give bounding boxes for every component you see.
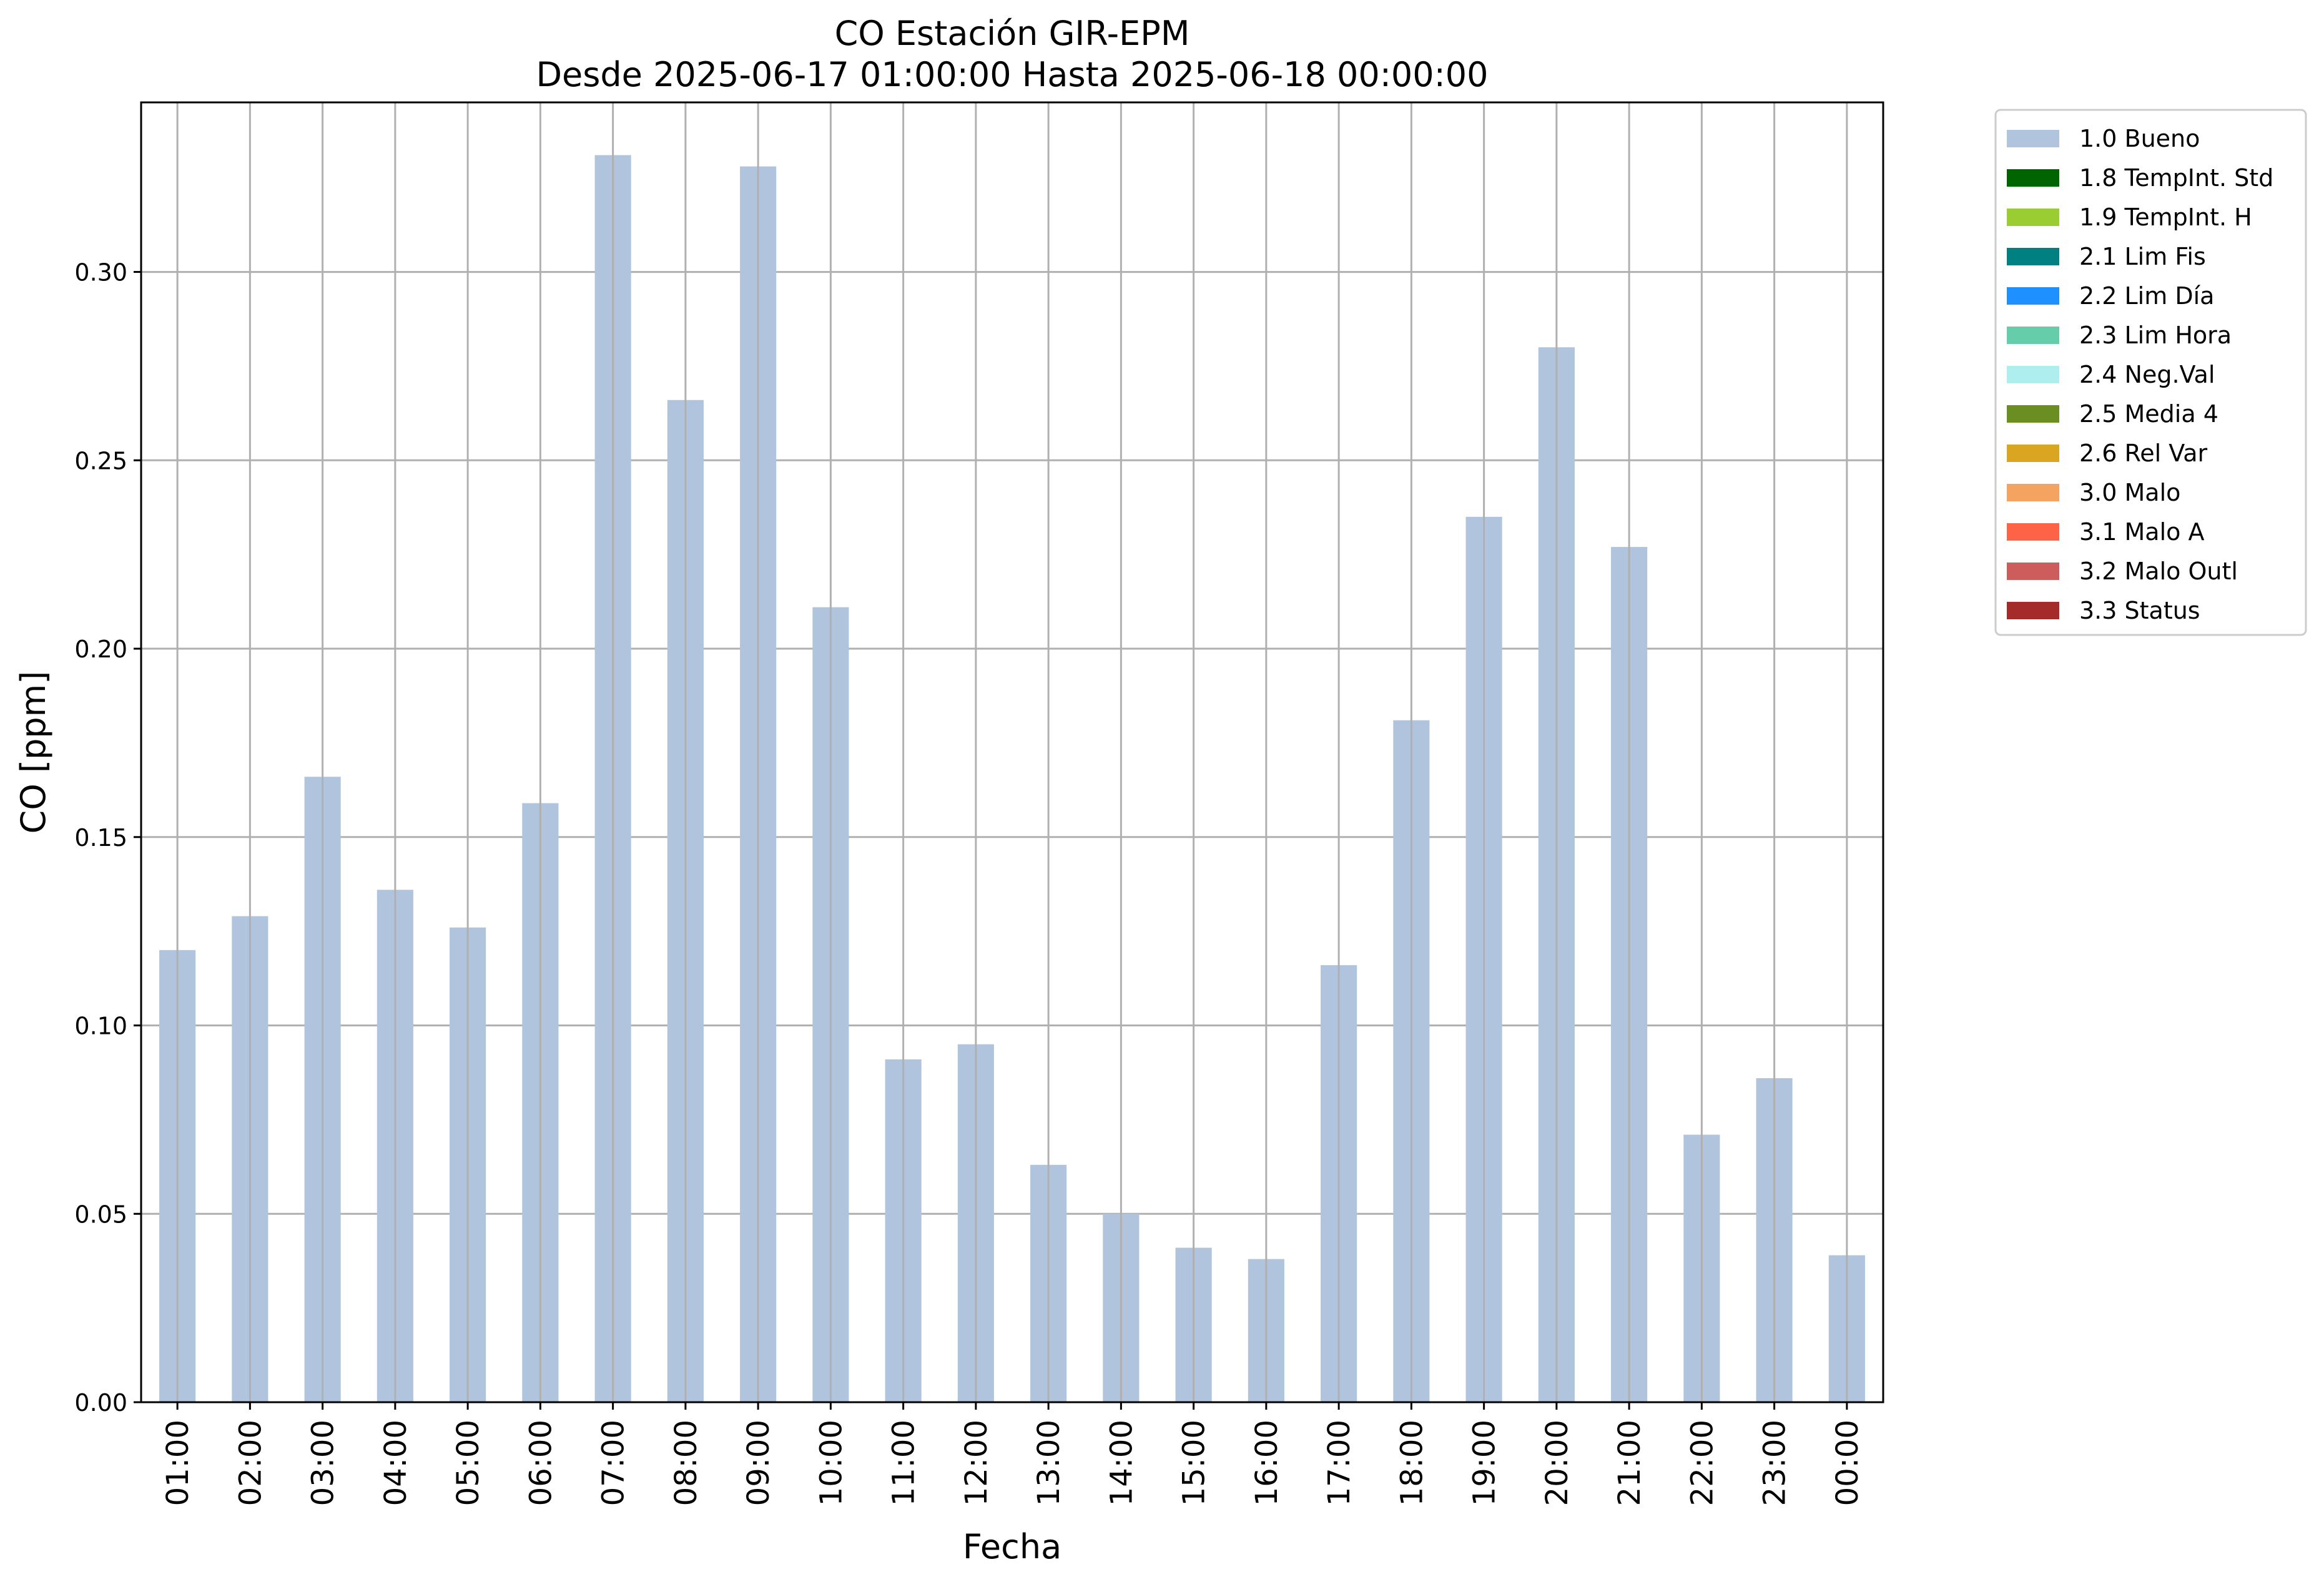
y-ticks: 0.00 0.05 0.10 0.15 0.20 0.25 0.30 [74,259,141,1417]
x-tick-label: 18:00 [1394,1420,1429,1506]
x-tick-label: 05:00 [451,1420,486,1506]
x-ticks: 01:00 02:00 03:00 04:00 05:00 06:00 07:00 08:00… [160,1402,1865,1506]
x-tick-label: 16:00 [1249,1420,1284,1506]
legend-swatch [2007,523,2059,541]
y-tick-label: 0.00 [74,1389,127,1417]
x-tick-label: 06:00 [523,1420,558,1506]
grid [141,271,1883,1403]
y-tick-label: 0.15 [74,824,127,852]
x-tick-label: 22:00 [1685,1420,1720,1506]
x-tick-label: 02:00 [233,1420,268,1506]
legend-swatch [2007,602,2059,619]
legend-frame [1994,109,2307,636]
x-tick-label: 01:00 [160,1420,195,1506]
legend-label: 3.2 Malo Outl [2079,558,2238,585]
x-tick-label: 14:00 [1104,1420,1139,1506]
x-tick-label: 09:00 [741,1420,776,1506]
legend-label: 1.9 TempInt. H [2079,204,2252,231]
x-tick-label: 13:00 [1032,1420,1066,1506]
legend-label: 2.3 Lim Hora [2079,322,2232,349]
legend-label: 2.1 Lim Fis [2079,243,2206,270]
x-tick-label: 00:00 [1830,1420,1865,1506]
legend-swatch [2007,209,2059,226]
legend-label: 1.0 Bueno [2079,125,2200,152]
x-tick-label: 03:00 [306,1420,341,1506]
y-tick-label: 0.30 [74,259,127,287]
legend-label: 3.1 Malo A [2079,518,2204,546]
legend-swatch [2007,563,2059,580]
y-axis-label: CO [ppm] [14,671,53,834]
y-tick-label: 0.20 [74,636,127,663]
legend-label: 2.5 Media 4 [2079,400,2218,428]
legend-swatch [2007,169,2059,187]
x-tick-label: 20:00 [1540,1420,1575,1506]
y-tick-label: 0.10 [74,1013,127,1040]
legend-label: 3.0 Malo [2079,479,2180,506]
chart-subtitle: Desde 2025-06-17 01:00:00 Hasta 2025-06-… [536,55,1488,94]
legend-swatch [2007,366,2059,383]
legend-label: 2.4 Neg.Val [2079,361,2215,388]
grid-vertical [176,102,1848,1402]
x-tick-label: 19:00 [1467,1420,1502,1506]
x-tick-label: 08:00 [669,1420,704,1506]
chart-title: CO Estación GIR-EPM [835,14,1190,53]
x-tick-label: 10:00 [814,1420,849,1506]
x-tick-label: 12:00 [959,1420,994,1506]
x-tick-label: 23:00 [1758,1420,1793,1506]
legend-swatch [2007,248,2059,265]
legend-swatch [2007,327,2059,344]
legend-swatch [2007,445,2059,462]
legend-label: 2.6 Rel Var [2079,440,2208,467]
legend: 1.0 Bueno 1.8 TempInt. Std 1.9 TempInt. H 2… [1994,109,2307,636]
bars [159,155,1865,1403]
x-tick-label: 17:00 [1322,1420,1357,1506]
x-axis-label: Fecha [963,1527,1061,1566]
x-tick-label: 15:00 [1177,1420,1212,1506]
legend-label: 3.3 Status [2079,597,2200,624]
legend-swatch [2007,130,2059,147]
plot-area: 0.000.050.100.150.200.250.30 01:00 02:00 0… [74,101,1884,1506]
y-tick-label: 0.25 [74,447,127,474]
x-tick-label: 07:00 [596,1420,631,1506]
x-tick-label: 11:00 [887,1420,922,1506]
y-tick-label: 0.05 [74,1201,127,1228]
legend-swatch [2007,405,2059,423]
x-tick-label: 21:00 [1612,1420,1647,1506]
legend-swatch [2007,484,2059,501]
plot-frame [140,101,1884,1403]
legend-label: 1.8 TempInt. Std [2079,164,2273,192]
legend-label: 2.2 Lim Día [2079,282,2214,310]
legend-swatch [2007,287,2059,305]
x-tick-label: 04:00 [378,1420,413,1506]
